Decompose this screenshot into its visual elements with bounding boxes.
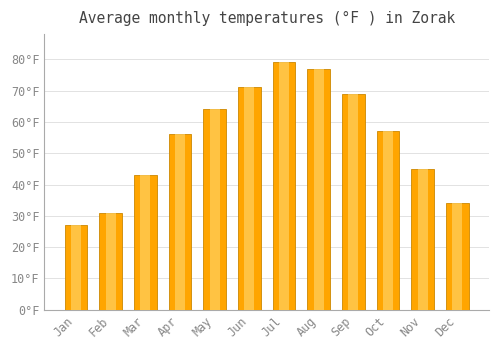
Bar: [412, 169, 434, 310]
Bar: [168, 134, 192, 310]
Bar: [279, 62, 289, 310]
Bar: [446, 203, 468, 310]
Bar: [140, 175, 150, 310]
Bar: [71, 225, 81, 310]
Bar: [383, 131, 393, 310]
Bar: [106, 213, 116, 310]
Bar: [348, 94, 358, 310]
Bar: [64, 225, 87, 310]
Bar: [100, 213, 122, 310]
Bar: [418, 169, 428, 310]
Bar: [308, 69, 330, 310]
Bar: [238, 88, 260, 310]
Bar: [204, 109, 226, 310]
Title: Average monthly temperatures (°F ) in Zorak: Average monthly temperatures (°F ) in Zo…: [78, 11, 455, 26]
Bar: [342, 94, 364, 310]
Bar: [314, 69, 324, 310]
Bar: [175, 134, 185, 310]
Bar: [452, 203, 462, 310]
Bar: [210, 109, 220, 310]
Bar: [244, 88, 254, 310]
Bar: [272, 62, 295, 310]
Bar: [377, 131, 400, 310]
Bar: [134, 175, 156, 310]
